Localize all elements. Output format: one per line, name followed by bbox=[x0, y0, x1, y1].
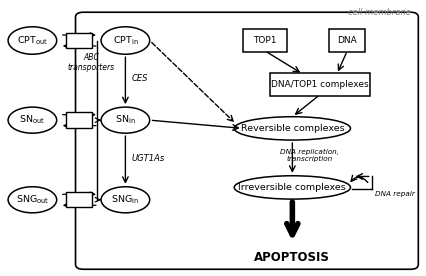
Text: DNA/TOP1 complexes: DNA/TOP1 complexes bbox=[271, 80, 368, 89]
Text: DNA: DNA bbox=[337, 36, 357, 45]
Text: APOPTOSIS: APOPTOSIS bbox=[254, 251, 330, 264]
Text: DNA replication,
transcription: DNA replication, transcription bbox=[280, 149, 339, 163]
Text: cell membrane: cell membrane bbox=[348, 7, 411, 17]
Text: SNG$_{\mathrm{in}}$: SNG$_{\mathrm{in}}$ bbox=[111, 193, 139, 206]
Text: CES: CES bbox=[132, 75, 148, 83]
Ellipse shape bbox=[101, 27, 150, 54]
Text: CPT$_{\mathrm{out}}$: CPT$_{\mathrm{out}}$ bbox=[17, 34, 48, 47]
Text: ABC
transporters: ABC transporters bbox=[68, 53, 115, 72]
Text: SNG$_{\mathrm{out}}$: SNG$_{\mathrm{out}}$ bbox=[16, 193, 49, 206]
Text: DNA repair: DNA repair bbox=[375, 191, 414, 197]
FancyBboxPatch shape bbox=[243, 29, 287, 52]
FancyBboxPatch shape bbox=[66, 33, 92, 48]
FancyBboxPatch shape bbox=[66, 192, 92, 208]
FancyBboxPatch shape bbox=[270, 73, 369, 96]
Ellipse shape bbox=[8, 107, 57, 133]
FancyBboxPatch shape bbox=[66, 112, 92, 128]
Text: Irreversible complexes: Irreversible complexes bbox=[239, 183, 346, 192]
Text: SN$_{\mathrm{out}}$: SN$_{\mathrm{out}}$ bbox=[20, 114, 46, 126]
Ellipse shape bbox=[234, 176, 351, 199]
Ellipse shape bbox=[8, 187, 57, 213]
Text: TOP1: TOP1 bbox=[253, 36, 276, 45]
Text: CPT$_{\mathrm{in}}$: CPT$_{\mathrm{in}}$ bbox=[112, 34, 138, 47]
Ellipse shape bbox=[101, 107, 150, 133]
Text: SN$_{\mathrm{in}}$: SN$_{\mathrm{in}}$ bbox=[115, 114, 136, 126]
Ellipse shape bbox=[8, 27, 57, 54]
Ellipse shape bbox=[101, 187, 150, 213]
Text: Reversible complexes: Reversible complexes bbox=[241, 124, 344, 133]
FancyBboxPatch shape bbox=[329, 29, 365, 52]
Text: UGT1As: UGT1As bbox=[132, 154, 165, 163]
FancyBboxPatch shape bbox=[75, 12, 418, 269]
Ellipse shape bbox=[234, 117, 351, 140]
